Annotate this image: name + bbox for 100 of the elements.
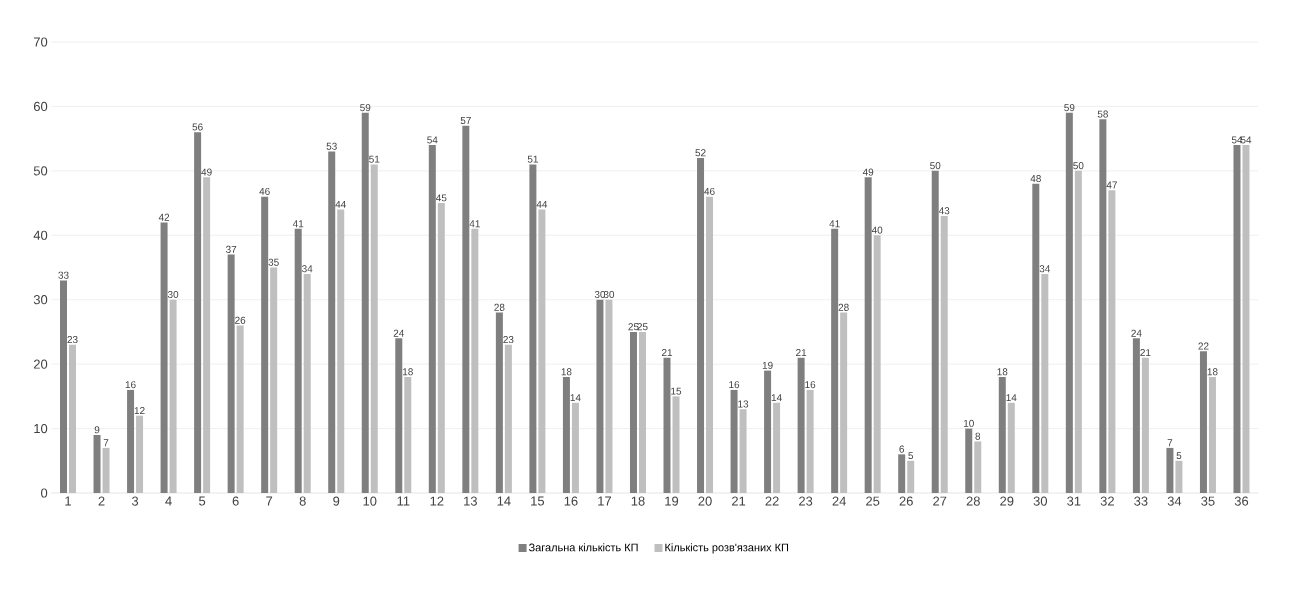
bar — [261, 196, 269, 493]
bar — [562, 377, 570, 493]
bar — [764, 370, 772, 493]
bar — [898, 454, 906, 493]
bar — [1199, 351, 1207, 493]
data-label: 14 — [570, 394, 581, 402]
x-tick-label: 12 — [430, 496, 444, 506]
x-tick-label: 30 — [1033, 496, 1048, 506]
bar — [797, 357, 805, 493]
data-label: 41 — [469, 220, 480, 228]
bar — [303, 273, 311, 493]
data-label: 54 — [427, 136, 438, 144]
bar — [672, 396, 680, 493]
bar — [873, 235, 881, 493]
bar — [437, 203, 445, 493]
bar — [495, 312, 503, 493]
x-tick-label: 26 — [899, 496, 913, 506]
data-label: 28 — [494, 303, 505, 311]
bar — [169, 299, 177, 493]
bar — [1099, 119, 1107, 493]
x-tick-label: 35 — [1201, 496, 1215, 506]
x-tick-label: 22 — [765, 496, 779, 506]
x-tick-label: 19 — [665, 496, 679, 506]
x-tick-label: 14 — [497, 496, 511, 506]
bar — [102, 447, 110, 493]
bar — [538, 209, 546, 493]
x-tick-label: 15 — [531, 496, 545, 506]
bar — [998, 377, 1006, 493]
x-tick-label: 11 — [397, 496, 410, 506]
x-tick-label: 27 — [933, 496, 947, 506]
data-label: 18 — [403, 368, 413, 376]
x-tick-label: 21 — [732, 496, 746, 506]
bar — [136, 415, 144, 493]
bar — [638, 331, 646, 493]
bar — [1074, 170, 1082, 493]
data-label: 41 — [829, 220, 840, 228]
data-label: 28 — [838, 303, 849, 311]
bar — [1233, 145, 1241, 493]
data-label: 22 — [1198, 342, 1209, 350]
data-label: 53 — [326, 142, 337, 150]
data-label: 41 — [292, 220, 304, 228]
data-label: 21 — [1140, 349, 1151, 356]
x-tick-label: 5 — [199, 496, 206, 506]
bar — [1208, 377, 1216, 493]
x-tick-label: 1 — [65, 496, 71, 506]
data-label: 9 — [94, 426, 100, 434]
legend-label: Загальна кількість КП — [528, 543, 638, 552]
bar — [127, 389, 135, 493]
data-label: 16 — [805, 381, 816, 389]
bar — [1166, 447, 1174, 493]
bar — [337, 209, 345, 493]
bar — [504, 344, 512, 493]
data-label: 16 — [125, 381, 136, 389]
data-label: 30 — [594, 290, 606, 299]
data-label: 30 — [167, 290, 179, 299]
y-tick-label: 10 — [34, 423, 48, 434]
bar — [773, 402, 781, 493]
data-label: 21 — [796, 349, 807, 356]
data-label: 51 — [369, 155, 380, 163]
bar — [965, 428, 973, 493]
x-tick-label: 2 — [98, 496, 105, 506]
data-label: 57 — [460, 117, 471, 125]
data-label: 18 — [1207, 368, 1218, 376]
y-tick-label: 40 — [33, 230, 48, 240]
bar — [227, 254, 235, 493]
bar — [739, 409, 747, 493]
x-tick-label: 33 — [1134, 496, 1148, 506]
data-label: 49 — [862, 168, 874, 176]
y-tick-label: 50 — [33, 166, 48, 176]
data-label: 5 — [1176, 452, 1182, 460]
data-label: 56 — [192, 123, 203, 131]
data-label: 13 — [738, 400, 749, 408]
x-tick-label: 32 — [1100, 496, 1114, 506]
data-label: 35 — [268, 258, 279, 266]
data-label: 26 — [235, 316, 246, 324]
data-label: 52 — [695, 149, 706, 157]
bar — [328, 151, 336, 493]
bar — [831, 228, 839, 493]
bar — [1007, 402, 1015, 493]
data-label: 58 — [1097, 110, 1108, 118]
data-label: 21 — [661, 349, 673, 356]
bar — [404, 377, 412, 493]
data-label: 24 — [1131, 329, 1142, 337]
bar — [370, 164, 378, 493]
x-tick-label: 34 — [1167, 496, 1182, 506]
bar — [1108, 190, 1116, 493]
data-label: 25 — [637, 323, 648, 331]
x-tick-label: 24 — [832, 496, 846, 506]
data-label: 7 — [103, 439, 109, 447]
data-label: 7 — [1167, 439, 1173, 447]
bar — [428, 145, 436, 493]
data-label: 50 — [930, 162, 941, 170]
data-label: 59 — [360, 104, 371, 112]
data-label: 24 — [393, 329, 405, 337]
x-tick-label: 9 — [333, 496, 340, 506]
bar — [663, 357, 671, 493]
x-tick-label: 18 — [631, 496, 645, 506]
y-tick-label: 30 — [33, 295, 48, 305]
x-tick-label: 17 — [598, 496, 611, 506]
data-label: 16 — [729, 381, 740, 389]
